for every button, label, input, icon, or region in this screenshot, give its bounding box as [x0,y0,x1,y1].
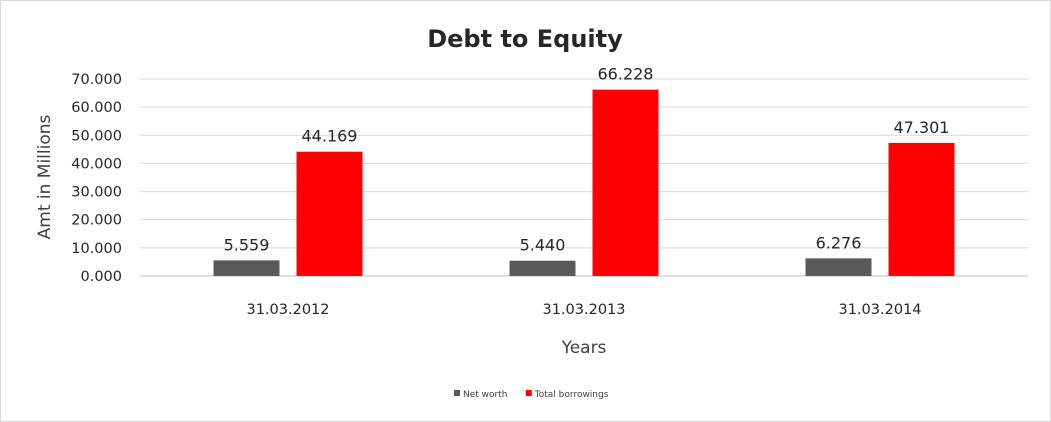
bar-net-worth [805,258,872,276]
x-axis-ticks: 31.03.2012 31.03.2013 31.03.2014 [246,302,921,318]
y-axis-ticks: 0.000 10.000 20.000 30.000 40.000 50.000 60.00… [71,72,122,285]
x-tick-label: 31.03.2012 [246,302,329,318]
y-tick-label: 70.000 [71,72,122,88]
chart-title: Debt to Equity [427,25,623,53]
y-axis-title: Amt in Millions [35,114,55,239]
y-tick-label: 50.000 [71,128,122,144]
data-label: 66.228 [598,65,654,84]
legend-swatch-total-borrowings [525,390,532,396]
bar-total-borrowings [888,142,955,276]
data-label: 5.440 [520,236,566,255]
y-tick-label: 20.000 [71,213,122,229]
x-tick-label: 31.03.2014 [838,302,921,318]
data-label: 44.169 [302,127,358,146]
data-label: 6.276 [816,233,862,252]
legend: Net worth Total borrowings [454,390,609,400]
legend-label: Total borrowings [534,390,609,400]
legend-label: Net worth [463,390,507,400]
y-tick-label: 60.000 [71,100,122,116]
x-tick-label: 31.03.2013 [542,302,625,318]
data-label: 5.559 [224,235,270,254]
y-tick-label: 40.000 [71,156,122,172]
gridlines [140,78,1028,277]
bar-net-worth [509,260,576,276]
y-tick-label: 0.000 [80,269,122,285]
y-tick-label: 10.000 [71,241,122,257]
data-label: 47.301 [894,118,950,137]
legend-swatch-net-worth [454,390,460,396]
data-labels: 5.559 44.169 5.440 66.228 6.276 47.301 [224,65,950,255]
bars [213,89,955,277]
bar-net-worth [213,260,280,276]
x-axis-title: Years [561,338,607,358]
bar-total-borrowings [592,89,659,277]
y-tick-label: 30.000 [71,185,122,201]
bar-total-borrowings [296,151,363,276]
